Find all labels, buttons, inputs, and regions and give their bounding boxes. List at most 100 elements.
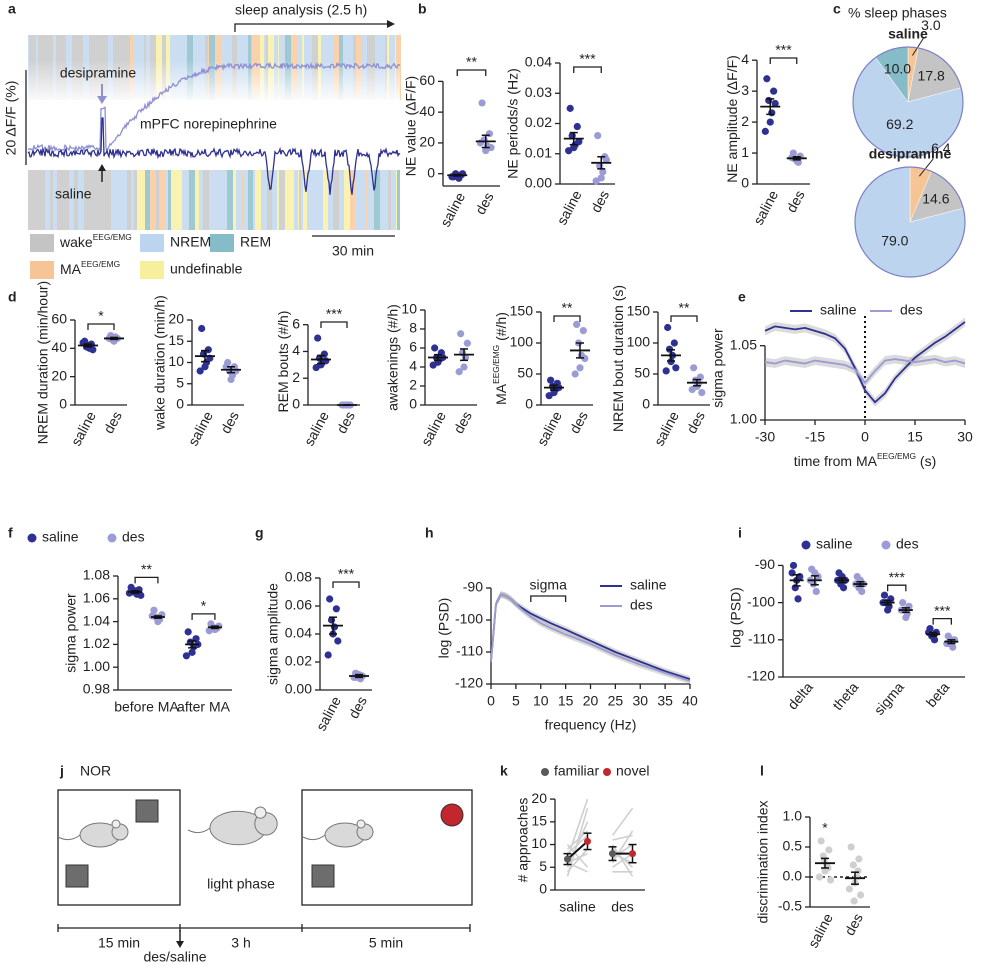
data-point (849, 861, 857, 869)
hypnogram-stripe (267, 170, 272, 230)
hypnogram-stripe (51, 170, 52, 230)
subject-line (612, 852, 633, 868)
y-tick-label: 0.06 (285, 597, 312, 613)
significance-bracket (320, 321, 348, 328)
x-tick-label: theta (829, 679, 861, 713)
y-tick-label: 1.05 (730, 336, 757, 352)
significance-label: * (822, 820, 828, 836)
mouse-tail (187, 827, 211, 834)
x-tick-label: des (566, 409, 591, 436)
data-point (761, 127, 769, 135)
hypnogram-stripe (121, 170, 127, 230)
legend-label: des (122, 529, 145, 545)
x-axis-label: time from MAEEG/EMG (s) (794, 451, 937, 468)
y-tick-label: 40 (419, 103, 435, 119)
arrow-head (98, 164, 106, 171)
y-tick-label: 0.0 (783, 868, 803, 884)
data-point (487, 143, 495, 152)
annotation: saline (55, 186, 92, 202)
annotation: mPFC norepinephrine (140, 116, 277, 132)
mean-point (629, 850, 636, 858)
x-tick-label: 25 (608, 693, 624, 709)
leader-line (911, 36, 925, 56)
hypnogram-stripe (131, 170, 134, 230)
arena (301, 789, 473, 906)
y-tick-label: 0 (292, 396, 300, 412)
y-axis-label: log (PSD) (435, 598, 451, 659)
data-point (576, 364, 584, 372)
time-scale-label: 30 min (332, 243, 374, 259)
x-tick-label: saline (68, 408, 99, 448)
hypnogram-stripe (261, 170, 263, 230)
hypnogram-stripe (367, 170, 373, 230)
hypnogram-stripe (195, 170, 199, 230)
mean-point (564, 855, 571, 863)
data-point (575, 138, 583, 146)
hypnogram-stripe (159, 170, 165, 230)
y-tick-label: 150 (627, 303, 651, 319)
y-axis-label: NE periods/s (Hz) (504, 68, 520, 178)
significance-label: *** (579, 51, 596, 67)
y-tick-label: 0 (741, 175, 749, 191)
y-tick-label: 100 (627, 334, 651, 350)
legend-label: REM (240, 234, 271, 250)
significance-bracket (332, 581, 360, 588)
data-point (698, 389, 706, 397)
data-point (222, 363, 230, 371)
hypnogram-stripe (88, 170, 90, 230)
panel-letter: e (738, 289, 746, 305)
y-tick-label: -120 (455, 675, 483, 691)
y-axis-label: NREM bout duration (s) (610, 285, 626, 432)
x-tick-label: saline (437, 189, 468, 229)
y-axis-label: sigma power (62, 593, 78, 673)
data-point (184, 628, 192, 636)
data-point (770, 87, 778, 95)
data-point (579, 327, 587, 335)
panel-letter: c (833, 1, 841, 17)
hypnogram-stripe (361, 170, 366, 230)
x-tick-label: after MA (177, 699, 231, 715)
hypnogram-stripe (108, 170, 111, 230)
y-tick-label: 4 (741, 51, 749, 67)
panel-letter: j (59, 763, 64, 779)
x-tick-label: 40 (682, 693, 698, 709)
y-tick-label: 0 (642, 396, 650, 412)
legend-marker (801, 540, 811, 550)
y-tick-label: -90 (463, 579, 483, 595)
panel-letter: l (760, 763, 764, 779)
hypnogram-stripe (355, 170, 361, 230)
y-tick-label: 1.00 (730, 411, 757, 427)
significance-label: * (201, 598, 207, 614)
y-axis-label: discrimination index (754, 801, 770, 924)
y-tick-label: 10 (531, 835, 547, 851)
significance-label: *** (326, 306, 343, 322)
legend-marker (881, 540, 891, 550)
hypnogram-stripe (141, 170, 145, 230)
subject-line (612, 852, 633, 864)
hypnogram-stripe (74, 170, 77, 230)
legend-swatch (210, 234, 234, 252)
y-axis-label: REM bouts (#/h) (275, 311, 291, 413)
legend-label: saline (816, 536, 853, 552)
significance-label: ** (562, 300, 573, 316)
data-point (326, 595, 334, 603)
hypnogram-stripe (134, 170, 137, 230)
y-tick-label: 2 (741, 113, 749, 129)
data-point (899, 599, 907, 607)
legend-label: novel (616, 763, 649, 779)
subject-line (612, 834, 633, 841)
data-point (429, 361, 437, 369)
hypnogram-stripe (176, 170, 182, 230)
data-point (662, 367, 670, 375)
y-tick-label: 0 (409, 396, 417, 412)
hypnogram-stripe (59, 170, 61, 230)
hypnogram-stripe (328, 170, 333, 230)
hypnogram-stripe (392, 170, 395, 230)
data-point (855, 855, 863, 863)
value-label: 10.0 (884, 60, 911, 76)
data-point (182, 652, 190, 660)
y-tick-label: 150 (510, 303, 534, 319)
x-tick-label: 15 (907, 429, 923, 445)
y-tick-label: 0.02 (285, 653, 312, 669)
hypnogram-stripe (253, 170, 255, 230)
